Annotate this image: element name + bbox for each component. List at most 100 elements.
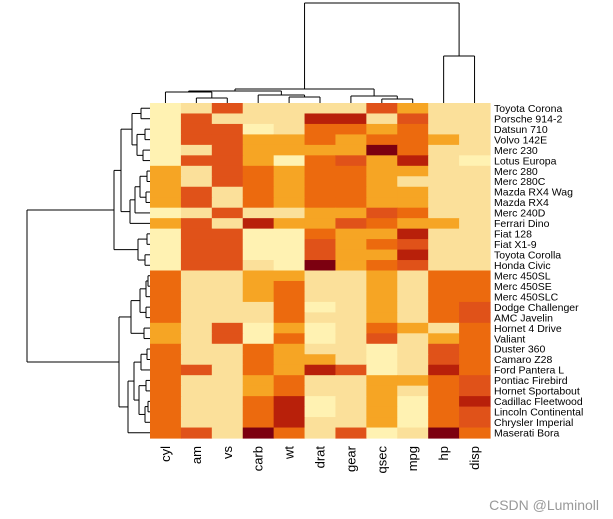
heatmap-cell	[150, 176, 182, 188]
watermark-text: CSDN @Luminoll	[489, 497, 599, 513]
heatmap-cell	[397, 417, 429, 429]
column-label: wt	[282, 446, 297, 460]
heatmap-cell	[211, 312, 244, 324]
heatmap-cell	[242, 144, 275, 156]
heatmap-cell	[335, 103, 367, 115]
column-dendrogram	[164, 2, 476, 103]
heatmap-cell	[428, 427, 460, 439]
heatmap-cell	[150, 354, 182, 366]
heatmap-cell	[335, 239, 367, 251]
heatmap-cell	[304, 197, 337, 209]
heatmap-cell	[366, 385, 398, 397]
heatmap-cell	[335, 343, 367, 355]
column-label: qsec	[374, 446, 389, 474]
heatmap-cell	[335, 375, 367, 387]
row-label: Fiat X1-9	[494, 239, 537, 251]
heatmap-cell	[150, 123, 182, 136]
heatmap-cell	[273, 406, 306, 418]
heatmap-cell	[335, 291, 367, 303]
heatmap-cell	[304, 280, 337, 293]
heatmap-cell	[459, 427, 491, 439]
heatmap-cell	[304, 375, 337, 387]
row-label: AMC Javelin	[494, 312, 553, 324]
heatmap-cell	[304, 176, 337, 188]
heatmap-cell	[242, 322, 275, 334]
heatmap-cell	[150, 207, 182, 219]
heatmap-cell	[366, 291, 398, 303]
heatmap-cell	[273, 312, 306, 324]
heatmap-cell	[180, 354, 213, 366]
heatmap-cell	[459, 249, 491, 261]
heatmap-cell	[150, 228, 182, 240]
heatmap-cell	[397, 176, 429, 188]
heatmap-cell	[366, 322, 398, 334]
heatmap-cell	[150, 364, 182, 376]
heatmap-cell	[211, 406, 244, 418]
heatmap-cell	[304, 427, 337, 439]
heatmap-cell	[366, 406, 398, 418]
heatmap-cell	[428, 186, 460, 198]
heatmap-cell	[242, 239, 275, 251]
heatmap-cell	[211, 165, 244, 177]
heatmap-cell	[397, 165, 429, 177]
heatmap-cell	[211, 354, 244, 366]
heatmap-cell	[273, 197, 306, 209]
heatmap-cell	[304, 186, 337, 198]
heatmap-cell	[242, 197, 275, 209]
heatmap-cell	[180, 280, 213, 293]
heatmap-cell	[180, 427, 213, 439]
heatmap-cell	[150, 343, 182, 355]
heatmap-cells	[150, 103, 491, 439]
heatmap-cell	[150, 427, 182, 439]
heatmap-cell	[273, 228, 306, 240]
heatmap-cell	[459, 155, 491, 167]
heatmap-cell	[428, 155, 460, 167]
heatmap-cell	[366, 218, 398, 230]
row-label: Valiant	[494, 333, 525, 345]
heatmap-cell	[459, 396, 491, 408]
heatmap-cell	[366, 354, 398, 366]
row-label: Merc 280	[494, 166, 538, 178]
heatmap-cell	[459, 385, 491, 397]
heatmap-cell	[397, 103, 429, 115]
heatmap-cell	[211, 123, 244, 136]
heatmap-cell	[397, 186, 429, 198]
heatmap-cell	[150, 301, 182, 313]
heatmap-cell	[242, 354, 275, 366]
heatmap-cell	[397, 385, 429, 397]
heatmap-cell	[150, 375, 182, 387]
heatmap-cell	[335, 322, 367, 334]
heatmap-cell	[397, 280, 429, 293]
heatmap-cell	[211, 343, 244, 355]
heatmap-cell	[211, 144, 244, 156]
row-label: Merc 280C	[494, 176, 546, 188]
heatmap-cell	[304, 260, 337, 272]
heatmap-cell	[242, 113, 275, 125]
heatmap-cell	[366, 207, 398, 219]
heatmap-cell	[211, 280, 244, 293]
row-label: Pontiac Firebird	[494, 375, 568, 387]
column-label: mpg	[405, 446, 420, 471]
heatmap-cell	[397, 322, 429, 334]
heatmap-cell	[335, 176, 367, 188]
column-label: cyl	[158, 446, 173, 462]
row-label: Merc 450SE	[494, 281, 552, 293]
row-label: Datsun 710	[494, 124, 548, 136]
heatmap-cell	[273, 364, 306, 376]
heatmap-cell	[273, 144, 306, 156]
heatmap-cell	[150, 406, 182, 418]
heatmap-cell	[211, 427, 244, 439]
heatmap-cell	[304, 134, 337, 146]
heatmap-cell	[366, 301, 398, 313]
heatmap-cell	[366, 260, 398, 272]
heatmap-cell	[304, 113, 337, 125]
heatmap-cell	[397, 396, 429, 408]
row-label: Toyota Corona	[494, 103, 562, 115]
heatmap-cell	[428, 343, 460, 355]
heatmap-cell	[211, 197, 244, 209]
heatmap-cell	[150, 270, 182, 282]
heatmap-cell	[397, 144, 429, 156]
heatmap-cell	[242, 385, 275, 397]
heatmap-cell	[366, 396, 398, 408]
heatmap-cell	[273, 239, 306, 251]
